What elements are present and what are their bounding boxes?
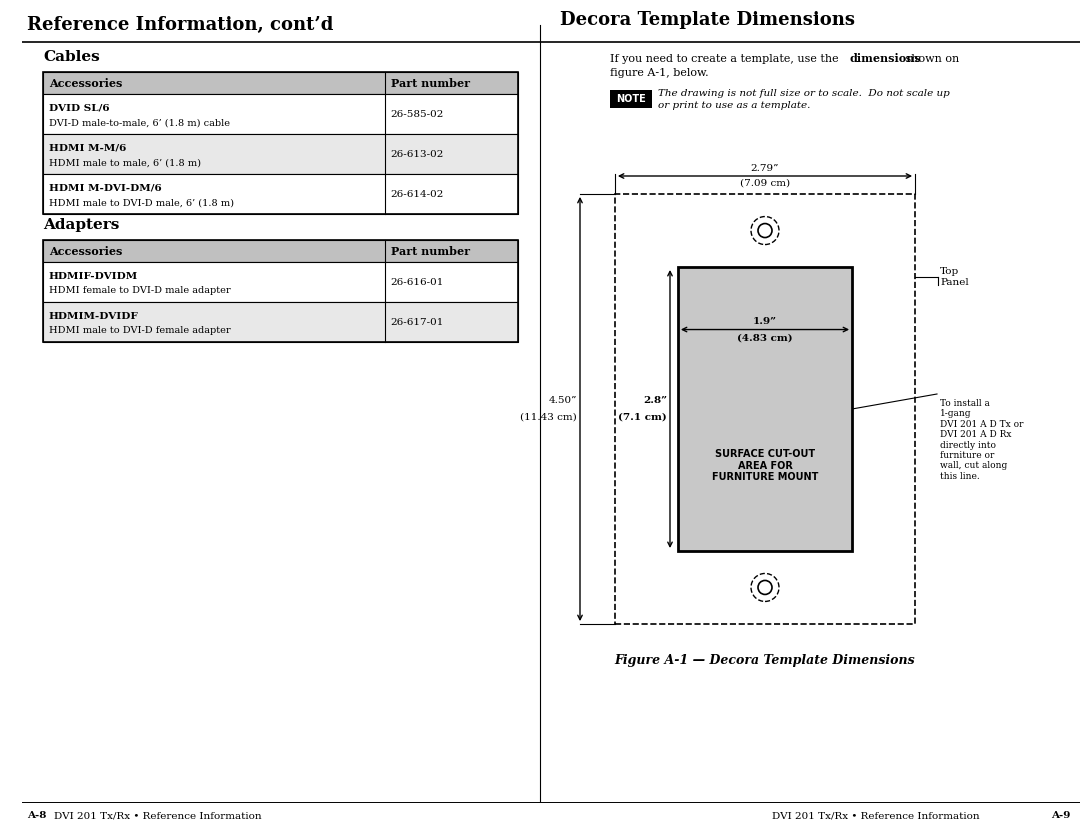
Text: or print to use as a template.: or print to use as a template. xyxy=(658,101,810,110)
Text: 2.79”: 2.79” xyxy=(751,164,780,173)
Text: DVID SL/6: DVID SL/6 xyxy=(49,103,109,113)
Bar xyxy=(678,267,852,551)
Circle shape xyxy=(751,574,779,601)
Text: HDMI male to DVI-D male, 6’ (1.8 m): HDMI male to DVI-D male, 6’ (1.8 m) xyxy=(49,198,233,208)
Text: (7.1 cm): (7.1 cm) xyxy=(618,413,667,422)
Text: Top
Panel: Top Panel xyxy=(940,268,969,287)
Bar xyxy=(43,94,518,134)
Text: SURFACE CUT-OUT
AREA FOR
FURNITURE MOUNT: SURFACE CUT-OUT AREA FOR FURNITURE MOUNT xyxy=(712,450,819,482)
Bar xyxy=(43,262,518,302)
Text: HDMI male to male, 6’ (1.8 m): HDMI male to male, 6’ (1.8 m) xyxy=(49,158,201,168)
Text: (7.09 cm): (7.09 cm) xyxy=(740,179,791,188)
Text: Cables: Cables xyxy=(43,50,100,64)
Circle shape xyxy=(751,217,779,244)
Text: HDMI M-DVI-DM/6: HDMI M-DVI-DM/6 xyxy=(49,183,161,193)
Text: Part number: Part number xyxy=(391,245,470,257)
Text: If you need to create a template, use the: If you need to create a template, use th… xyxy=(610,54,842,64)
Text: HDMI female to DVI-D male adapter: HDMI female to DVI-D male adapter xyxy=(49,286,230,295)
Text: HDMI male to DVI-D female adapter: HDMI male to DVI-D female adapter xyxy=(49,326,230,335)
Text: The drawing is not full size or to scale.  Do not scale up: The drawing is not full size or to scale… xyxy=(658,89,949,98)
Text: HDMIM-DVIDF: HDMIM-DVIDF xyxy=(49,312,138,320)
Text: DVI 201 Tx/Rx • Reference Information: DVI 201 Tx/Rx • Reference Information xyxy=(772,811,980,821)
Text: DVI-D male-to-male, 6’ (1.8 m) cable: DVI-D male-to-male, 6’ (1.8 m) cable xyxy=(49,118,230,128)
Text: Decora Template Dimensions: Decora Template Dimensions xyxy=(561,11,855,29)
Bar xyxy=(43,240,518,262)
Text: Accessories: Accessories xyxy=(49,78,122,88)
Bar xyxy=(610,90,652,108)
Circle shape xyxy=(758,580,772,595)
Bar xyxy=(43,72,518,214)
Text: 26-585-02: 26-585-02 xyxy=(391,109,444,118)
Text: 26-613-02: 26-613-02 xyxy=(391,149,444,158)
Circle shape xyxy=(758,224,772,238)
Text: 26-616-01: 26-616-01 xyxy=(391,278,444,287)
Bar xyxy=(43,174,518,214)
Text: DVI 201 Tx/Rx • Reference Information: DVI 201 Tx/Rx • Reference Information xyxy=(54,811,261,821)
Text: (11.43 cm): (11.43 cm) xyxy=(521,413,577,422)
Bar xyxy=(43,134,518,174)
Text: Accessories: Accessories xyxy=(49,245,122,257)
Text: 1.9”: 1.9” xyxy=(753,317,778,325)
Text: 26-614-02: 26-614-02 xyxy=(391,189,444,198)
Text: To install a
1-gang
DVI 201 A D Tx or
DVI 201 A D Rx
directly into
furniture or
: To install a 1-gang DVI 201 A D Tx or DV… xyxy=(940,399,1024,480)
Text: HDMI M-M/6: HDMI M-M/6 xyxy=(49,143,126,153)
Text: 2.8”: 2.8” xyxy=(643,396,667,405)
Text: A-9: A-9 xyxy=(1051,811,1070,821)
Bar xyxy=(43,72,518,94)
Bar xyxy=(43,302,518,342)
Text: dimensions: dimensions xyxy=(850,53,921,64)
Text: HDMIF-DVIDM: HDMIF-DVIDM xyxy=(49,272,138,280)
Text: Adapters: Adapters xyxy=(43,218,120,232)
Text: Reference Information, cont’d: Reference Information, cont’d xyxy=(27,16,334,34)
Bar xyxy=(615,194,915,624)
Text: Figure A-1 — Decora Template Dimensions: Figure A-1 — Decora Template Dimensions xyxy=(615,654,916,667)
Text: NOTE: NOTE xyxy=(616,94,646,104)
Text: 4.50”: 4.50” xyxy=(549,396,577,405)
Text: figure A-1, below.: figure A-1, below. xyxy=(610,68,708,78)
Text: shown on: shown on xyxy=(902,54,959,64)
Bar xyxy=(43,240,518,342)
Text: A-8: A-8 xyxy=(27,811,46,821)
Text: (4.83 cm): (4.83 cm) xyxy=(738,334,793,343)
Text: 26-617-01: 26-617-01 xyxy=(391,318,444,326)
Text: Part number: Part number xyxy=(391,78,470,88)
